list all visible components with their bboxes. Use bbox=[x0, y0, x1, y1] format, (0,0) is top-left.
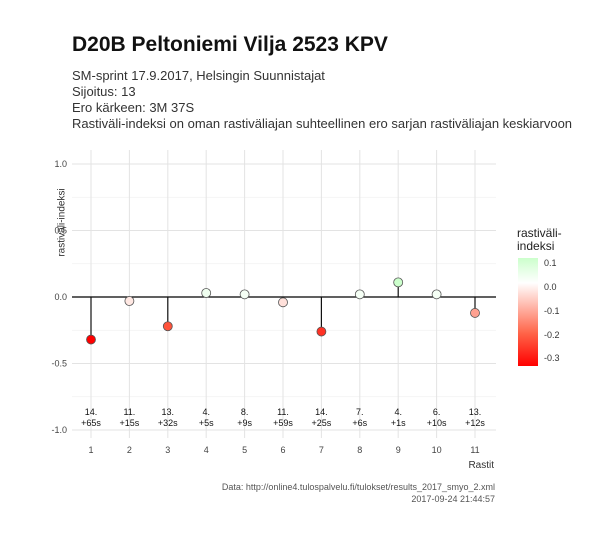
x-tick-label: 7 bbox=[319, 445, 324, 455]
subtitle-event: SM-sprint 17.9.2017, Helsingin Suunnista… bbox=[72, 68, 325, 83]
rank-label: 11. bbox=[277, 407, 289, 417]
data-point bbox=[239, 289, 250, 300]
y-tick-label: 0.0 bbox=[54, 292, 67, 302]
legend-label-4: -0.3 bbox=[544, 353, 560, 363]
diff-label: +6s bbox=[352, 418, 367, 428]
subtitle-gap: Ero kärkeen: 3M 37S bbox=[72, 100, 195, 115]
data-point bbox=[201, 288, 212, 298]
legend-title-line-2: indeksi bbox=[517, 239, 555, 253]
rank-label: 14. bbox=[315, 407, 328, 417]
data-point bbox=[162, 321, 173, 332]
x-tick-label: 3 bbox=[165, 445, 170, 455]
data-point bbox=[431, 289, 442, 300]
legend-title: rastiväli- indeksi bbox=[517, 227, 562, 253]
y-tick-label: 0.5 bbox=[54, 226, 67, 236]
x-tick-label: 8 bbox=[357, 445, 362, 455]
subtitle-rank: Sijoitus: 13 bbox=[72, 84, 136, 99]
diff-label: +65s bbox=[81, 418, 101, 428]
rank-label: 11. bbox=[123, 407, 135, 417]
legend-label-0: 0.1 bbox=[544, 258, 557, 268]
caption-source: Data: http://online4.tulospalvelu.fi/tul… bbox=[221, 482, 495, 492]
diff-label: +1s bbox=[391, 418, 406, 428]
diff-label: +15s bbox=[120, 418, 140, 428]
data-point bbox=[316, 326, 327, 337]
data-point bbox=[86, 334, 96, 345]
subtitle-description: Rastiväli-indeksi on oman rastiväliajan … bbox=[72, 116, 573, 131]
diff-label: +10s bbox=[427, 418, 447, 428]
legend-label-1: 0.0 bbox=[544, 282, 557, 292]
diff-label: +9s bbox=[237, 418, 252, 428]
data-point bbox=[393, 277, 404, 288]
diff-label: +59s bbox=[273, 418, 293, 428]
diff-label: +12s bbox=[465, 418, 485, 428]
data-point bbox=[124, 296, 135, 306]
x-tick-label: 4 bbox=[204, 445, 209, 455]
y-tick-label: -1.0 bbox=[51, 425, 67, 435]
legend-label-3: -0.2 bbox=[544, 330, 560, 340]
rank-label: 4. bbox=[202, 407, 210, 417]
x-tick-label: 6 bbox=[280, 445, 285, 455]
legend-colorbar bbox=[518, 258, 538, 366]
x-tick-label: 11 bbox=[470, 445, 479, 455]
rank-label: 4. bbox=[394, 407, 402, 417]
diff-label: +25s bbox=[312, 418, 332, 428]
caption-timestamp: 2017-09-24 21:44:57 bbox=[411, 494, 495, 504]
diff-label: +5s bbox=[199, 418, 214, 428]
data-point bbox=[470, 308, 480, 318]
chart-title: D20B Peltoniemi Vilja 2523 KPV bbox=[72, 33, 388, 56]
legend-label-2: -0.1 bbox=[544, 306, 560, 316]
x-axis-label: Rastit bbox=[468, 460, 494, 471]
x-tick-label: 10 bbox=[432, 445, 442, 455]
rank-label: 13. bbox=[469, 407, 482, 417]
data-point bbox=[278, 297, 288, 308]
data-point bbox=[354, 289, 365, 300]
y-tick-label: -0.5 bbox=[51, 359, 67, 369]
x-tick-label: 9 bbox=[396, 445, 401, 455]
rank-label: 6. bbox=[433, 407, 441, 417]
x-tick-label: 1 bbox=[88, 445, 93, 455]
legend-title-line-1: rastiväli- bbox=[517, 226, 562, 240]
rank-label: 13. bbox=[162, 407, 175, 417]
rank-label: 7. bbox=[356, 407, 364, 417]
rank-label: 8. bbox=[241, 407, 249, 417]
x-tick-label: 2 bbox=[127, 445, 132, 455]
diff-label: +32s bbox=[158, 418, 178, 428]
rank-label: 14. bbox=[85, 407, 98, 417]
y-tick-label: 1.0 bbox=[54, 159, 67, 169]
x-tick-label: 5 bbox=[242, 445, 247, 455]
